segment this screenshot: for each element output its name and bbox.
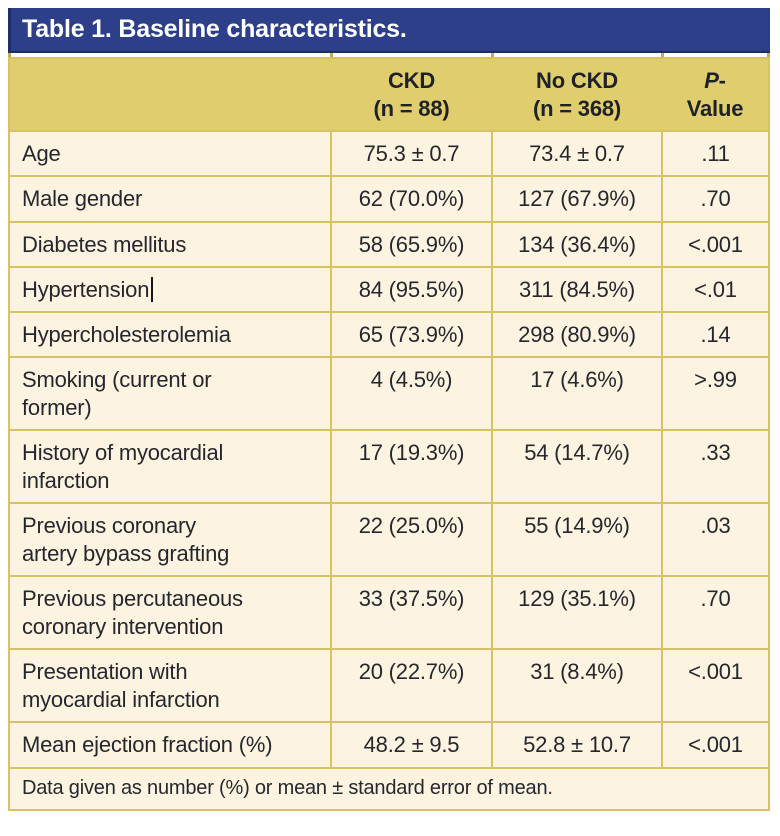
row-label: Age [8, 129, 332, 178]
header-no-ckd: No CKD (n = 368) [492, 58, 662, 131]
table-row: Mean ejection fraction (%) 48.2 ± 9.5 52.8… [8, 721, 770, 769]
row-label: Smoking (current or former) [8, 356, 332, 432]
header-ckd-line2: (n = 88) [373, 95, 450, 121]
row-p-value: <.001 [661, 721, 770, 769]
row-p-value: .70 [661, 175, 770, 223]
row-no-ckd-value: 17 (4.6%) [491, 356, 663, 432]
table-title: Table 1. Baseline characteristics. [22, 15, 407, 43]
row-ckd-value: 58 (65.9%) [330, 220, 493, 268]
row-no-ckd-value: 298 (80.9%) [491, 311, 663, 359]
row-ckd-value: 48.2 ± 9.5 [330, 721, 493, 769]
table-row: Previous percutaneous coronary intervent… [8, 575, 770, 651]
row-ckd-value: 20 (22.7%) [330, 648, 493, 724]
grid-tick [767, 53, 770, 57]
row-no-ckd-value: 127 (67.9%) [491, 175, 663, 223]
header-p-line1: P- [704, 68, 726, 94]
row-no-ckd-value: 55 (14.9%) [491, 502, 663, 578]
row-label: Male gender [8, 175, 332, 223]
row-p-value: .14 [661, 311, 770, 359]
table-row: History of myocardial infarction 17 (19.3… [8, 429, 770, 505]
row-no-ckd-value: 52.8 ± 10.7 [491, 721, 663, 769]
row-ckd-value: 4 (4.5%) [330, 356, 493, 432]
row-ckd-value: 65 (73.9%) [330, 311, 493, 359]
row-label: Hypercholesterolemia [8, 311, 332, 359]
table-row: Male gender 62 (70.0%) 127 (67.9%) .70 [8, 175, 770, 223]
header-no-ckd-line1: No CKD [536, 68, 618, 94]
grid-tick [491, 53, 494, 57]
row-label: Presentation with myocardial infarction [8, 648, 332, 724]
header-row: CKD (n = 88) No CKD (n = 368) P- Value [9, 58, 769, 131]
text-caret [151, 276, 154, 302]
header-no-ckd-line2: (n = 368) [532, 95, 622, 121]
grid-tick [330, 53, 333, 57]
table-row: Diabetes mellitus 58 (65.9%) 134 (36.4%) <.… [8, 220, 770, 268]
row-no-ckd-value: 134 (36.4%) [491, 220, 663, 268]
footnote: Data given as number (%) or mean ± stand… [8, 766, 770, 811]
row-p-value: <.001 [661, 648, 770, 724]
row-label: Mean ejection fraction (%) [8, 721, 332, 769]
table-row: Hypertension 84 (95.5%) 311 (84.5%) <.01 [8, 265, 770, 314]
row-p-value: .33 [661, 429, 770, 505]
row-label: Previous percutaneous coronary intervent… [8, 575, 332, 651]
row-no-ckd-value: 31 (8.4%) [491, 648, 663, 724]
header-p-line2: Value [686, 95, 744, 121]
grid-tick [8, 53, 11, 57]
row-ckd-value: 62 (70.0%) [330, 175, 493, 223]
row-ckd-value: 84 (95.5%) [330, 265, 493, 314]
row-p-value: .70 [661, 575, 770, 651]
row-ckd-value: 75.3 ± 0.7 [330, 129, 493, 178]
table-row: Hypercholesterolemia 65 (73.9%) 298 (80.9%… [8, 311, 770, 359]
row-ckd-value: 33 (37.5%) [330, 575, 493, 651]
row-label: Previous coronary artery bypass grafting [8, 502, 332, 578]
row-no-ckd-value: 129 (35.1%) [491, 575, 663, 651]
row-ckd-value: 22 (25.0%) [330, 502, 493, 578]
row-label: History of myocardial infarction [8, 429, 332, 505]
row-ckd-value: 17 (19.3%) [330, 429, 493, 505]
table-body: Age 75.3 ± 0.7 73.4 ± 0.7.11 Male gender 62 … [8, 129, 770, 769]
grid-tick [661, 53, 664, 57]
row-p-value: <.01 [661, 265, 770, 314]
row-p-value: .03 [661, 502, 770, 578]
header-ckd: CKD (n = 88) [331, 58, 492, 131]
table-row: Presentation with myocardial infarction 2… [8, 648, 770, 724]
row-no-ckd-value: 73.4 ± 0.7 [491, 129, 663, 178]
table-title-bar: Table 1. Baseline characteristics. [8, 8, 770, 53]
header-p-value: P- Value [662, 58, 769, 131]
header-gap [8, 53, 770, 57]
table-row: Age 75.3 ± 0.7 73.4 ± 0.7.11 [8, 129, 770, 178]
row-label: Diabetes mellitus [8, 220, 332, 268]
table-row: Smoking (current or former) 4 (4.5%) 17 (4… [8, 356, 770, 432]
row-p-value: .11 [661, 129, 770, 178]
table-row: Previous coronary artery bypass grafting… [8, 502, 770, 578]
table-figure: Table 1. Baseline characteristics. CKD (… [8, 8, 770, 811]
row-no-ckd-value: 54 (14.7%) [491, 429, 663, 505]
row-p-value: <.001 [661, 220, 770, 268]
row-no-ckd-value: 311 (84.5%) [491, 265, 663, 314]
footnote-row: Data given as number (%) or mean ± stand… [8, 766, 770, 811]
row-label[interactable]: Hypertension [8, 265, 332, 314]
row-p-value: >.99 [661, 356, 770, 432]
baseline-characteristics-table: CKD (n = 88) No CKD (n = 368) P- Value A… [8, 57, 770, 811]
header-ckd-line1: CKD [387, 68, 436, 94]
header-characteristic [9, 58, 331, 131]
